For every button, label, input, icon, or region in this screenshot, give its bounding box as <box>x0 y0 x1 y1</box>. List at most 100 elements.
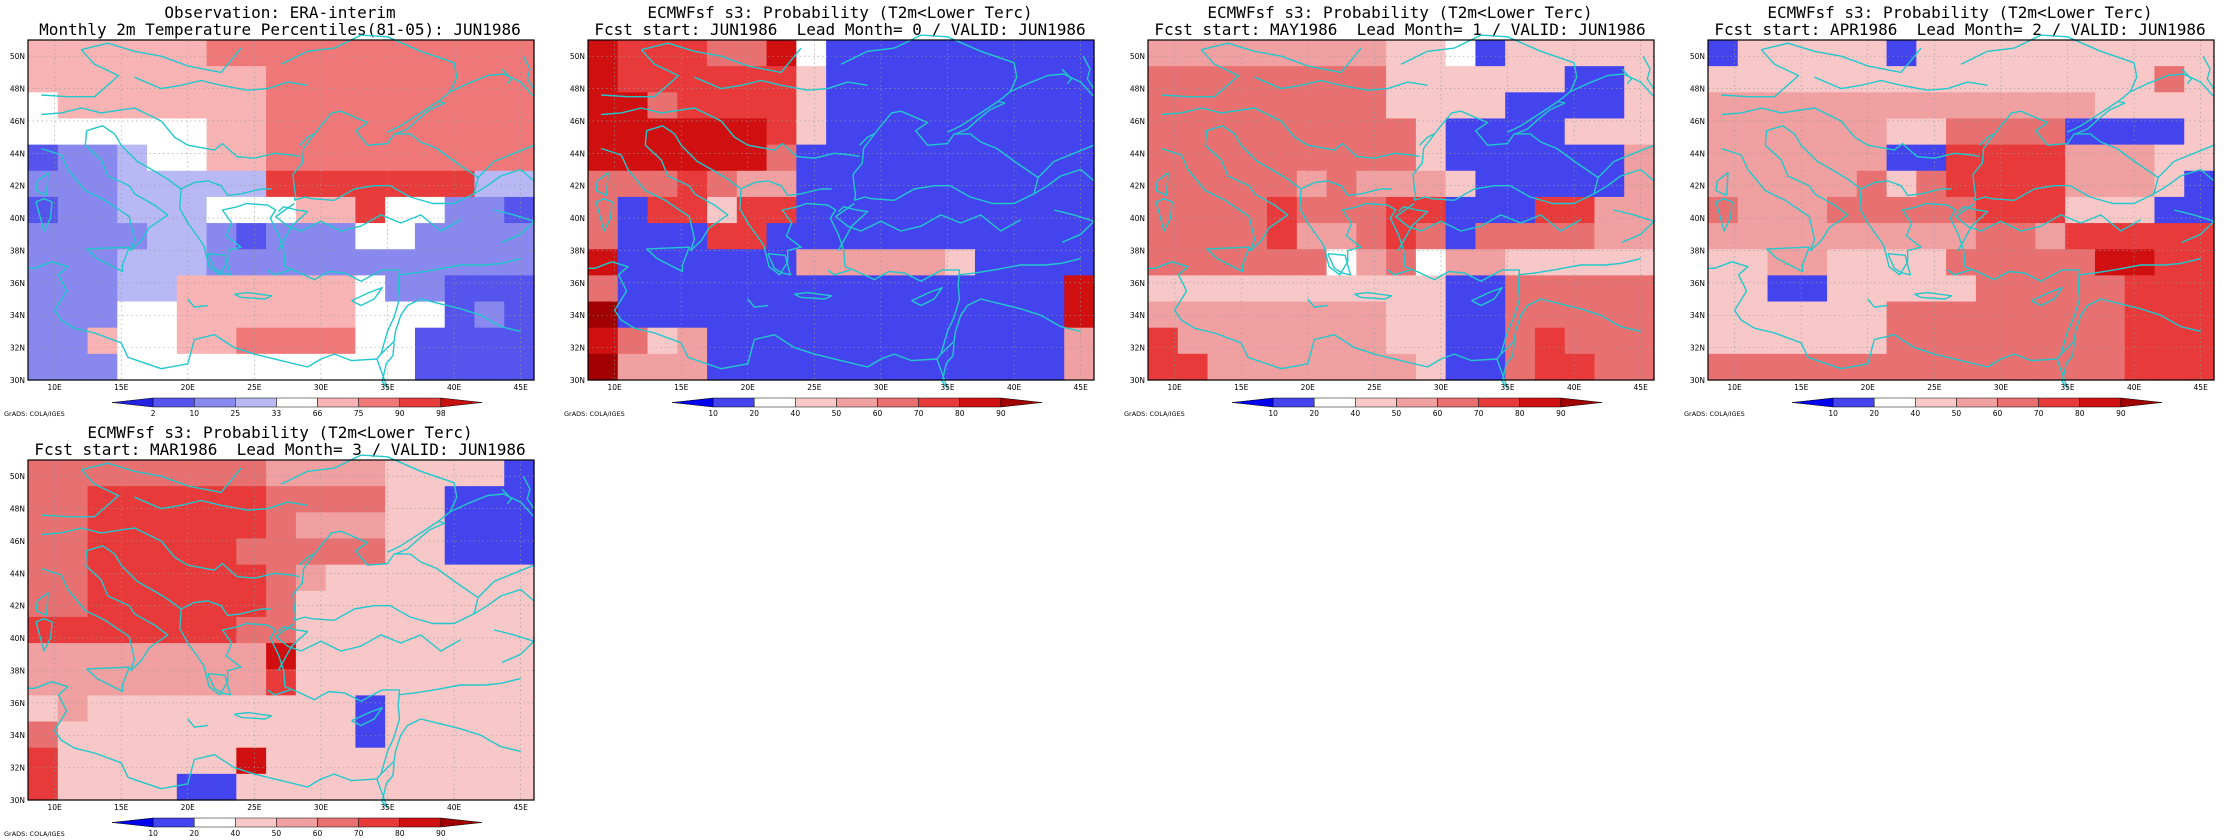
colorbar-swatch <box>1396 397 1438 408</box>
grid-cell <box>28 66 59 93</box>
coastline <box>2060 298 2201 355</box>
grid-cell <box>885 40 917 67</box>
y-tick-label: 50N <box>10 472 25 481</box>
grid-cell <box>1827 249 1858 276</box>
coastline <box>398 257 521 276</box>
colorbar-label: 10 <box>708 409 718 418</box>
grid-cell <box>1386 144 1417 172</box>
grid-cell <box>1534 66 1566 93</box>
grid-cell <box>28 538 59 566</box>
grid-cell <box>1386 40 1417 67</box>
colorbar-label: 66 <box>313 409 323 418</box>
grid-cell <box>206 564 237 592</box>
coastline <box>1518 257 1641 276</box>
colorbar-label: 10 <box>1268 409 1278 418</box>
colorbar-label: 90 <box>395 409 405 418</box>
grid-cell <box>2124 353 2156 381</box>
grid-cell <box>1946 301 1977 329</box>
y-tick-label: 36N <box>10 699 25 708</box>
grid-cell <box>474 327 505 355</box>
grid-cell <box>385 616 416 644</box>
grid-cell <box>474 695 505 723</box>
grid-cell <box>147 170 178 198</box>
y-tick-label: 38N <box>1130 246 1145 255</box>
grid-cell <box>1946 327 1977 355</box>
grads-credit: GrADS: COLA/IGES <box>4 410 65 418</box>
grid-cell <box>385 643 416 670</box>
grid-cell <box>414 616 446 644</box>
coastline <box>1914 291 1953 300</box>
grid-cell <box>1946 66 1977 93</box>
grid-cell <box>1296 353 1328 381</box>
grid-cell <box>2124 275 2156 303</box>
map-frame <box>27 459 535 801</box>
grid-cell <box>1975 170 2007 198</box>
grid-cell <box>617 40 649 67</box>
grid-cell <box>677 92 708 120</box>
grid-cell <box>57 538 89 566</box>
grid-cell <box>206 643 237 670</box>
grid-cell <box>588 196 619 224</box>
grid-cell <box>1767 118 1798 146</box>
grid-cell <box>474 223 505 250</box>
grid-cell <box>176 486 208 513</box>
y-tick-label: 38N <box>10 666 25 675</box>
colorbar-swatch <box>111 817 154 828</box>
coastline <box>1206 246 1250 273</box>
coastline <box>1721 49 1800 98</box>
grid-cell <box>677 118 708 146</box>
coastline <box>1979 133 1995 146</box>
grid-cell <box>87 590 118 618</box>
grid-cell <box>206 170 237 198</box>
grid-cell <box>1797 144 1828 172</box>
grid-cell <box>474 616 505 644</box>
grid-cell <box>28 616 59 644</box>
coastline <box>1155 198 1173 232</box>
grid-cell <box>117 695 148 723</box>
grid-cell <box>796 353 827 381</box>
grid-cell <box>117 486 148 513</box>
grid-cell <box>974 40 1006 67</box>
grid-cell <box>974 223 1006 250</box>
grid-cell <box>414 327 446 355</box>
grid-cell <box>117 92 148 120</box>
grid-cell <box>1708 327 1739 355</box>
coastline <box>134 496 308 511</box>
grid-cell <box>1326 40 1357 67</box>
grid-cell <box>325 40 357 67</box>
colorbar-label: 50 <box>272 829 282 838</box>
coastline <box>86 246 130 273</box>
grid-cell <box>1445 196 1477 224</box>
colorbar-label: 80 <box>2075 409 2085 418</box>
colorbar-label: 40 <box>791 409 801 418</box>
grid-cell <box>474 275 505 303</box>
grid-cell <box>2184 144 2215 172</box>
coastlines <box>28 454 535 809</box>
grid-cell <box>1445 118 1477 146</box>
grid-cell <box>2005 353 2037 381</box>
grid-cell <box>1064 118 1095 146</box>
grid-cell <box>1708 301 1739 329</box>
grid-cell <box>2124 40 2156 67</box>
grid-cell <box>206 353 237 381</box>
y-tick-label: 42N <box>570 182 585 191</box>
grid-cell <box>325 223 357 250</box>
grid-cell <box>266 144 297 172</box>
grid-cell <box>504 590 535 618</box>
grid-cell <box>87 643 118 670</box>
grid-cell <box>945 92 976 120</box>
grid-cell <box>504 460 535 487</box>
colorbar-label: 70 <box>914 409 924 418</box>
grid-cell <box>325 616 357 644</box>
grid-cell <box>295 486 327 513</box>
grid-cell <box>385 92 416 120</box>
grid-cell <box>2184 275 2215 303</box>
colorbar-swatch <box>2038 397 2081 408</box>
grid-cell <box>57 223 89 250</box>
grid-cell <box>266 40 297 67</box>
coastline <box>1621 68 1633 85</box>
grid-cell <box>176 460 208 487</box>
grid-cell <box>1004 275 1036 303</box>
grid-cell <box>707 144 738 172</box>
y-tick-label: 44N <box>570 149 585 158</box>
